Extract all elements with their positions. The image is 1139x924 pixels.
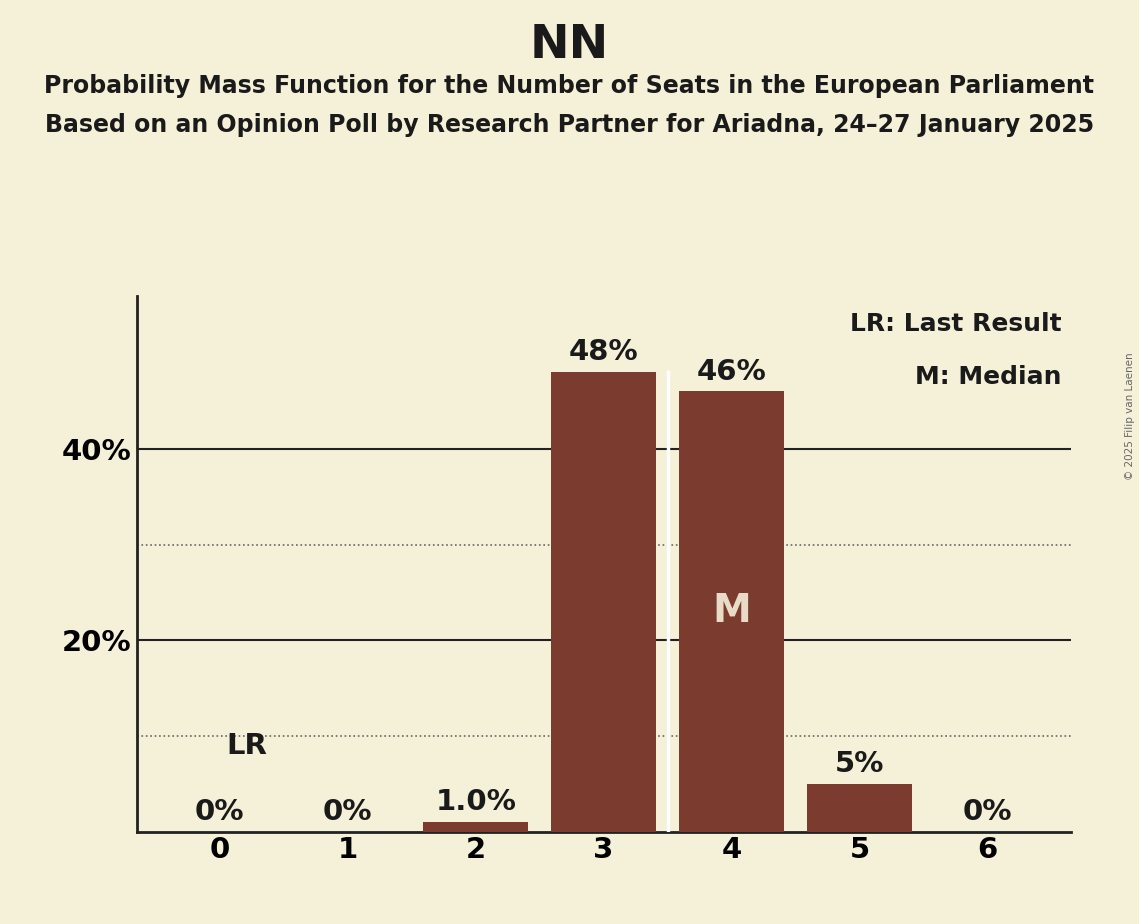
Bar: [679, 392, 784, 832]
Text: © 2025 Filip van Laenen: © 2025 Filip van Laenen: [1125, 352, 1134, 480]
Bar: [424, 822, 528, 832]
Text: LR: LR: [227, 732, 268, 760]
Text: NN: NN: [530, 23, 609, 68]
Text: 1.0%: 1.0%: [435, 788, 516, 816]
Text: M: M: [712, 592, 751, 630]
Text: Based on an Opinion Poll by Research Partner for Ariadna, 24–27 January 2025: Based on an Opinion Poll by Research Par…: [44, 113, 1095, 137]
Text: 0%: 0%: [195, 797, 245, 826]
Bar: [808, 784, 912, 832]
Text: 5%: 5%: [835, 750, 884, 778]
Text: M: Median: M: Median: [915, 365, 1062, 389]
Bar: [551, 372, 656, 832]
Text: 0%: 0%: [962, 797, 1013, 826]
Text: 48%: 48%: [568, 338, 639, 367]
Text: 0%: 0%: [323, 797, 372, 826]
Text: 46%: 46%: [697, 358, 767, 385]
Text: LR: Last Result: LR: Last Result: [850, 311, 1062, 335]
Text: Probability Mass Function for the Number of Seats in the European Parliament: Probability Mass Function for the Number…: [44, 74, 1095, 98]
